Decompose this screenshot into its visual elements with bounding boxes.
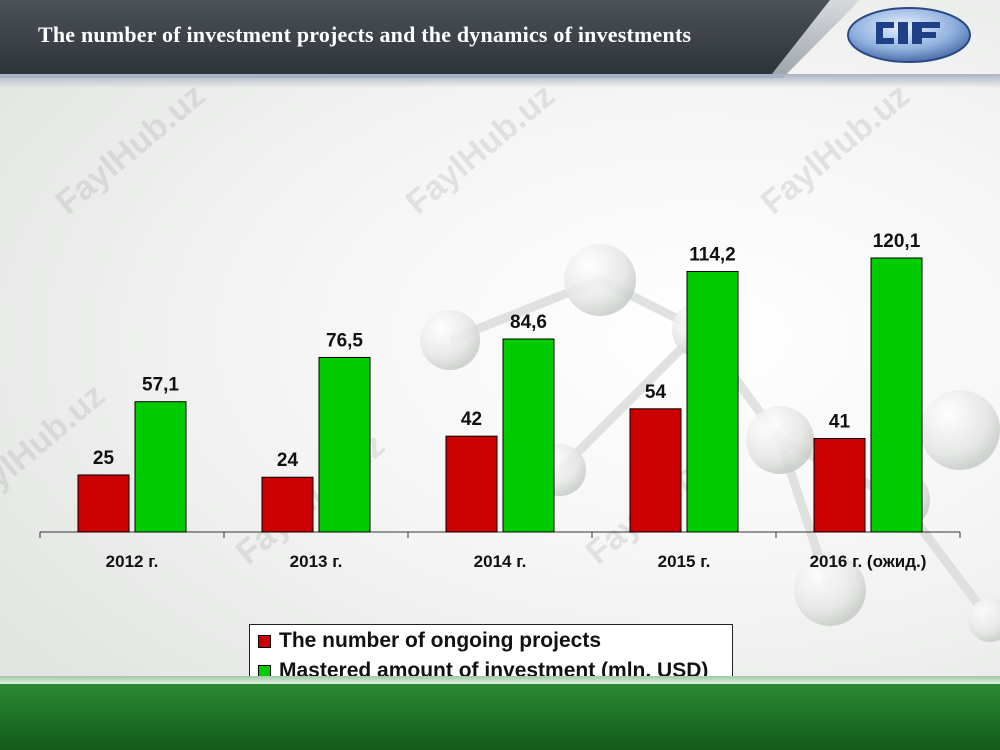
- x-tick-label: 2013 г.: [290, 552, 343, 571]
- bar-investment: [686, 270, 739, 533]
- data-label: 24: [277, 450, 299, 471]
- legend-item-projects: The number of ongoing projects: [258, 628, 601, 654]
- legend-label-projects: The number of ongoing projects: [279, 629, 601, 652]
- bar-investment: [502, 338, 555, 533]
- x-tick-label: 2016 г. (ожид.): [810, 552, 927, 571]
- page-title: The number of investment projects and th…: [38, 22, 692, 47]
- bar-projects: [261, 476, 314, 533]
- data-label: 114,2: [689, 244, 736, 265]
- x-tick-label: 2012 г.: [106, 552, 159, 571]
- data-label: 25: [93, 448, 115, 469]
- bar-projects: [813, 437, 866, 533]
- bar-projects: [77, 474, 130, 533]
- header-band: [0, 0, 830, 74]
- footer-band: [0, 684, 1000, 750]
- data-label: 42: [461, 409, 482, 430]
- bar-projects: [629, 408, 682, 533]
- bar-investment: [870, 257, 923, 533]
- data-label: 120,1: [873, 231, 921, 252]
- legend-swatch-projects: [258, 634, 271, 648]
- data-label: 84,6: [510, 312, 547, 333]
- data-label: 57,1: [142, 375, 179, 396]
- data-label: 54: [645, 382, 667, 403]
- data-label: 76,5: [326, 330, 363, 351]
- bar-investment: [134, 401, 187, 533]
- data-label: 41: [829, 411, 851, 432]
- bar-investment: [318, 356, 371, 533]
- logo-icon: [847, 7, 971, 63]
- header-shadow: [0, 74, 1000, 88]
- footer-divider: [0, 676, 1000, 684]
- x-tick-label: 2015 г.: [658, 552, 711, 571]
- x-tick-label: 2014 г.: [474, 552, 527, 571]
- bar-projects: [445, 435, 498, 533]
